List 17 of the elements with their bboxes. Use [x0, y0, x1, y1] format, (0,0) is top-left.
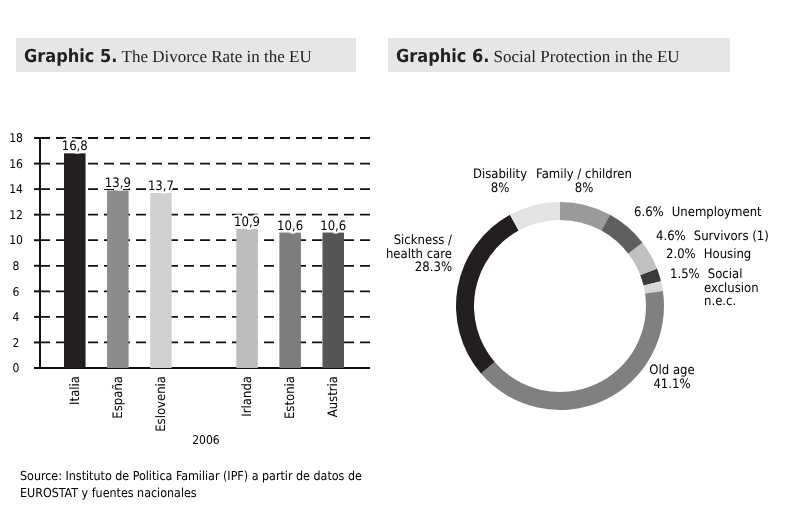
donut-slice: [456, 214, 519, 374]
donut-slice: [640, 268, 662, 286]
chart-subtitle: The Divorce Rate in the EU: [121, 46, 312, 66]
bar: [64, 153, 86, 368]
bar: [279, 232, 301, 368]
bar: [107, 190, 129, 368]
chart-subtitle: Social Protection in the EU: [493, 46, 680, 66]
donut-slice: [643, 281, 663, 294]
chart-title: Graphic 6.: [396, 48, 490, 68]
donut-slice: [560, 202, 611, 231]
donut-slice: [601, 214, 643, 254]
bar: [150, 192, 172, 368]
donut-slice: [509, 202, 560, 231]
bar: [322, 232, 344, 368]
donut-slice: [628, 242, 658, 276]
chart-title: Graphic 5.: [24, 48, 118, 68]
bar: [236, 228, 258, 368]
